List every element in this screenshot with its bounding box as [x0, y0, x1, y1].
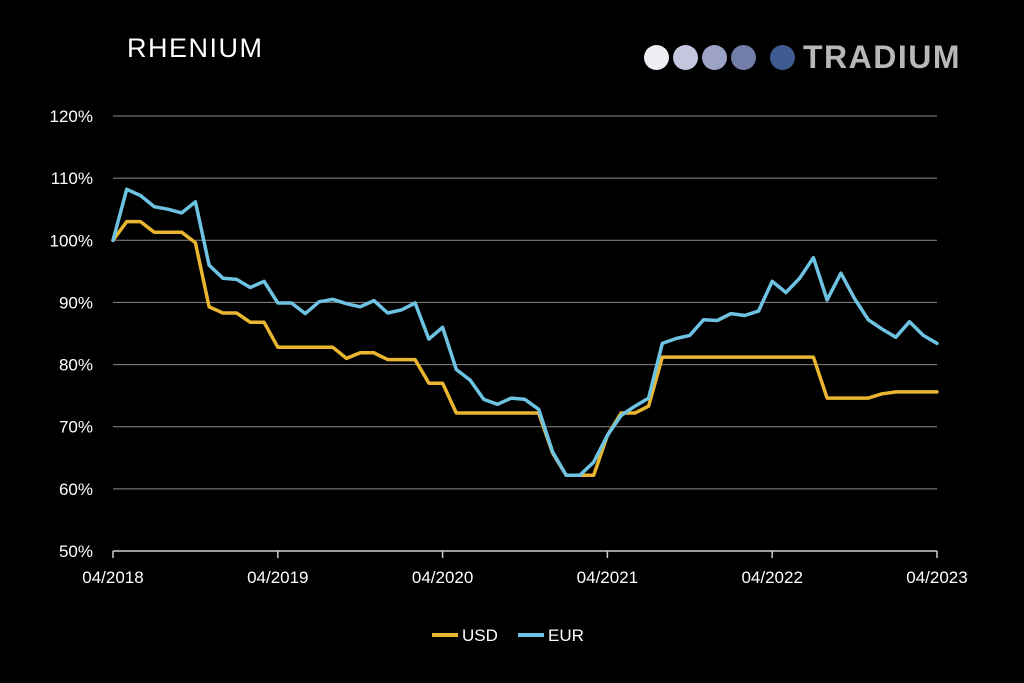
y-tick-label: 60%: [59, 480, 93, 499]
y-tick-label: 110%: [51, 169, 93, 188]
x-tick-label: 04/2022: [741, 568, 802, 587]
y-axis-labels: 50% 60% 70% 80% 90% 100% 110% 120%: [50, 107, 93, 561]
series-line-eur: [111, 187, 939, 477]
legend-label-usd: USD: [462, 626, 498, 645]
legend-label-eur: EUR: [548, 626, 584, 645]
brand-dot-icon: [644, 44, 669, 70]
y-tick-label: 90%: [59, 293, 93, 312]
series-lines: [111, 187, 939, 477]
x-tick-label: 04/2023: [906, 568, 967, 587]
x-tick-label: 04/2018: [82, 568, 143, 587]
x-tick-label: 04/2021: [577, 568, 638, 587]
y-tick-label: 80%: [59, 356, 93, 375]
brand-logo: TRADIUM: [644, 40, 961, 74]
y-tick-label: 100%: [50, 231, 93, 250]
brand-name: TRADIUM: [803, 39, 962, 75]
grid-lines: [113, 115, 937, 490]
chart-title: RHENIUM: [127, 33, 264, 63]
legend: USD EUR: [432, 626, 584, 645]
y-tick-label: 120%: [50, 107, 93, 126]
y-tick-label: 50%: [59, 542, 93, 561]
brand-dot-icon: [673, 44, 698, 70]
brand-dot-icon: [770, 44, 795, 70]
brand-dot-icon: [702, 44, 727, 70]
x-tick-label: 04/2019: [247, 568, 308, 587]
y-tick-label: 70%: [59, 418, 93, 437]
x-axis-labels: 04/2018 04/2019 04/2020 04/2021 04/2022 04/20…: [82, 568, 967, 587]
x-tick-label: 04/2020: [412, 568, 473, 587]
x-axis: [112, 550, 938, 558]
brand-dot-icon: [731, 44, 756, 70]
series-line-usd: [111, 219, 939, 477]
